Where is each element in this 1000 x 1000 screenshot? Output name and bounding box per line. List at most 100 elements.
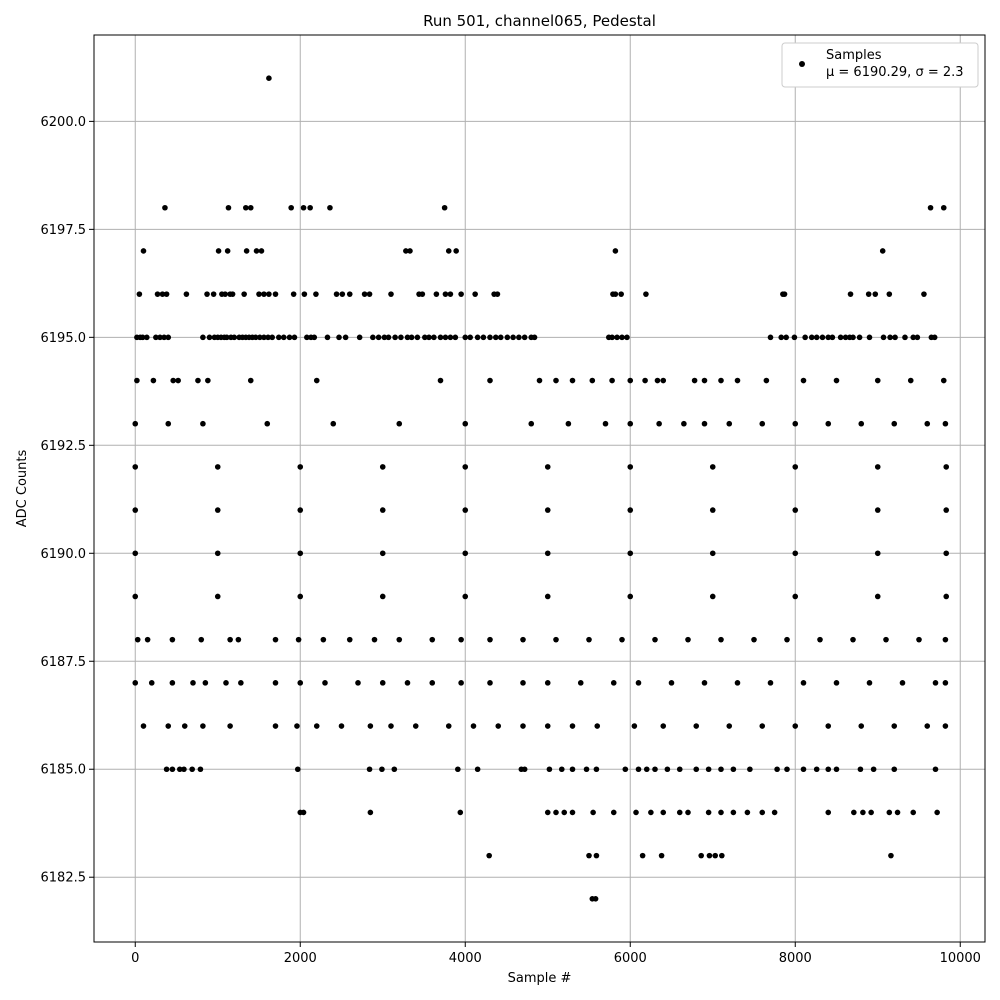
data-point [627,420,634,427]
data-point [324,334,331,341]
data-point [652,636,658,643]
data-point [200,723,206,729]
data-point [175,377,181,384]
data-point [718,766,724,773]
data-point [868,809,874,816]
data-point [891,420,898,427]
data-point [333,291,340,297]
chart-title: Run 501, channel065, Pedestal [423,12,656,30]
data-point [943,550,950,557]
data-point [231,334,238,341]
data-point [635,766,642,773]
data-point [266,75,272,81]
data-point [462,593,469,600]
data-point [531,334,538,341]
data-point [932,766,939,773]
data-point [544,507,551,513]
data-point [474,766,481,773]
data-point [272,723,279,729]
data-point [214,507,221,513]
data-point [627,550,634,557]
data-point [763,377,770,384]
x-tick-label: 0 [131,951,139,966]
data-point [261,291,267,297]
data-point [924,723,931,729]
data-point [183,291,190,297]
data-point [140,723,147,729]
plot-frame [93,34,986,943]
data-point [272,291,279,297]
data-point [927,204,934,211]
data-point [458,291,464,297]
data-point [494,291,501,297]
data-point [396,636,403,643]
data-point [800,766,807,773]
data-point [865,291,872,297]
data-point [792,464,799,470]
data-point [269,334,276,341]
data-point [633,809,639,816]
data-point [612,248,619,254]
data-point [833,377,840,384]
data-point [730,809,737,816]
data-point [712,852,719,859]
data-point [385,334,392,341]
data-point [165,420,172,427]
data-point [210,291,217,297]
data-point [681,420,687,427]
data-point [825,334,832,341]
data-point [586,852,592,859]
data-point [648,809,654,816]
data-point [825,809,832,816]
data-point [163,291,170,297]
data-point [886,291,893,297]
data-point [907,377,914,384]
data-point [860,809,866,816]
data-point [431,334,437,341]
data-point [658,852,665,859]
data-point [462,507,469,513]
data-point [676,809,683,816]
data-point [280,334,287,341]
data-point [520,723,526,729]
data-point [442,334,449,341]
data-point [569,766,576,773]
data-point [336,334,342,341]
data-point [942,723,949,729]
data-point [181,723,188,729]
data-point [404,334,411,341]
data-point [759,809,766,816]
data-point [887,334,893,341]
data-point [817,636,823,643]
data-point [891,723,898,729]
data-point [472,291,478,297]
data-point [544,809,551,816]
data-point [375,334,382,341]
data-point [447,334,454,341]
data-point [609,334,615,341]
data-point [429,680,436,686]
data-point [379,507,386,513]
data-point [157,334,163,341]
data-point [398,334,404,341]
data-point [214,593,221,600]
data-point [474,334,481,341]
data-point [181,766,187,773]
data-point [635,680,642,686]
data-point [169,766,176,773]
data-points [132,75,950,902]
data-point [313,291,319,297]
data-point [610,680,617,686]
data-point [222,291,228,297]
data-point [346,636,353,643]
data-point [932,680,939,686]
data-point [850,636,856,643]
data-point [899,680,906,686]
data-point [288,204,294,211]
axis-ticks: 0 2000 4000 6000 8000 10000 6182.5 6185.0 6187.5… [41,115,981,966]
data-point [612,291,619,297]
data-point [367,723,374,729]
data-point [558,766,565,773]
data-point [214,550,221,557]
data-point [291,334,298,341]
